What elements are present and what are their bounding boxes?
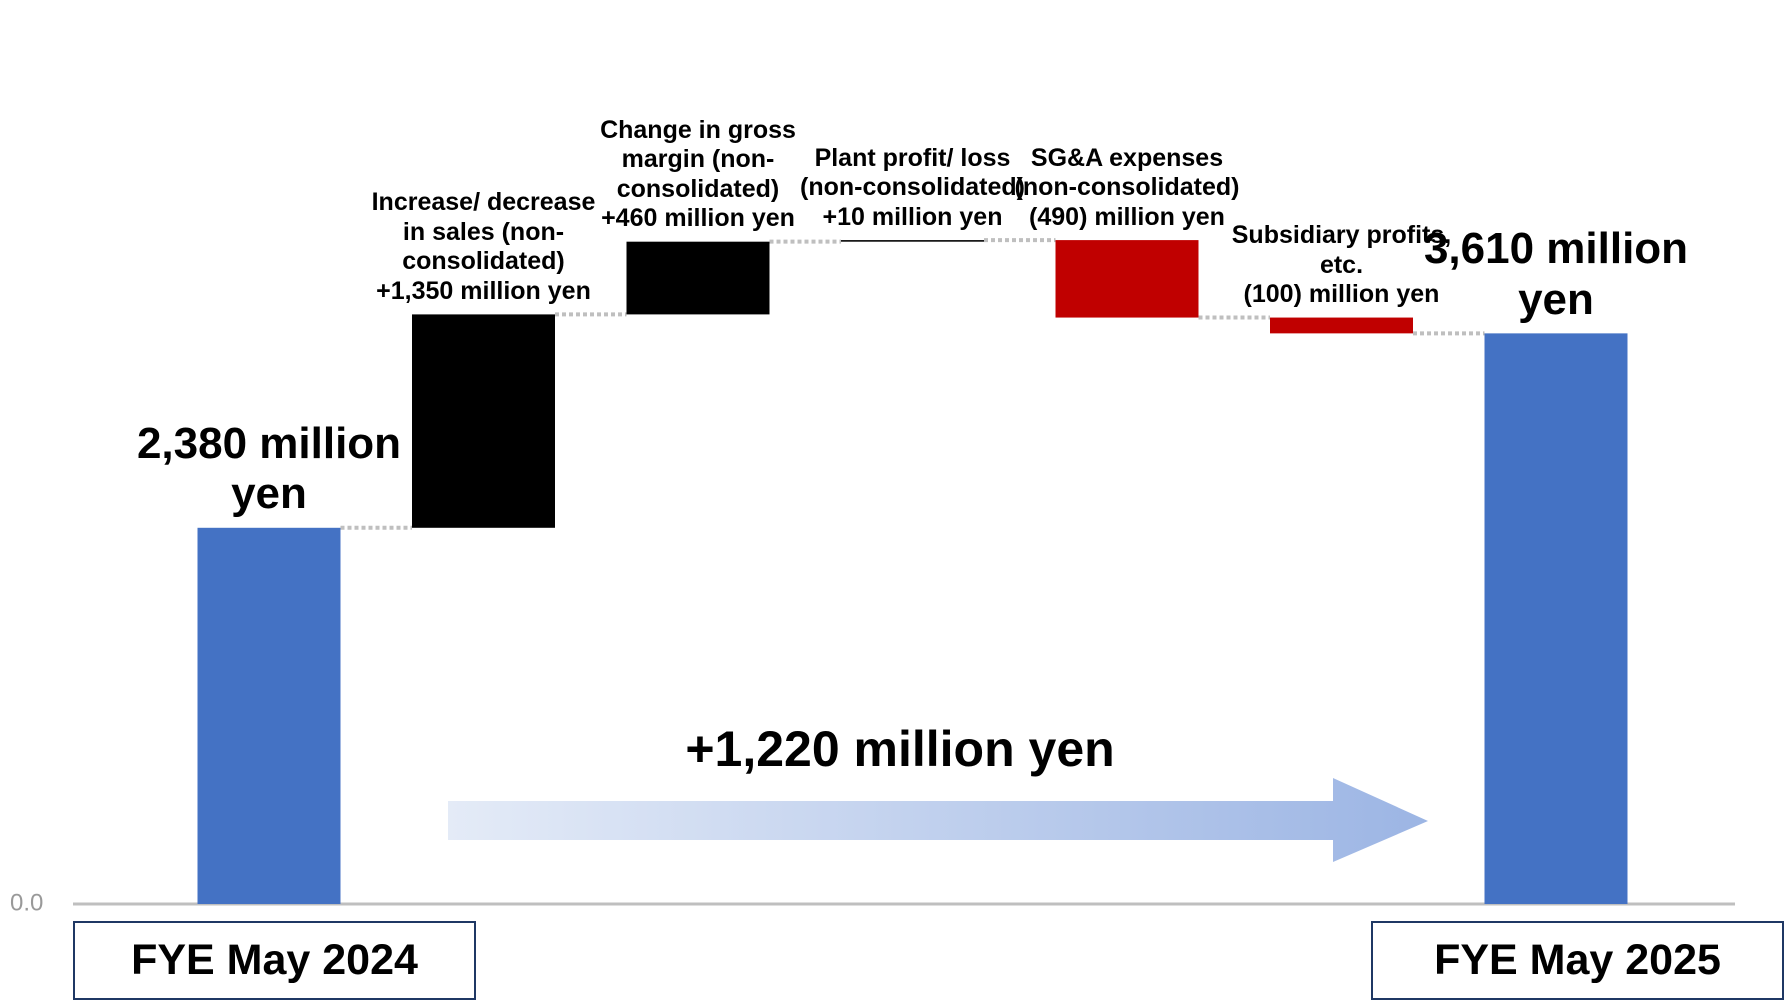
category-label: FYE May 2025 bbox=[1371, 921, 1784, 1000]
bar-label: Subsidiary profits, etc. (100) million ye… bbox=[1222, 221, 1462, 310]
value-label: (100) million yen bbox=[1243, 280, 1440, 309]
bar-label: Plant profit/ loss (non-consolidated) +10… bbox=[793, 144, 1033, 233]
category-label: SG&A expenses (non-consolidated) bbox=[1014, 143, 1240, 202]
value-label: 2,380 million yen bbox=[136, 418, 402, 519]
annotation: +1,220 million yen bbox=[685, 721, 1115, 777]
value-label: (490) million yen bbox=[1029, 202, 1225, 231]
bar bbox=[1270, 317, 1413, 334]
category-label: FYE May 2024 bbox=[73, 921, 476, 1000]
bar bbox=[412, 314, 555, 528]
bar-label: Increase/ decrease in sales (non-consoli… bbox=[364, 188, 604, 306]
y-tick-label: 0.0 bbox=[10, 889, 43, 916]
arrow bbox=[448, 778, 1428, 862]
bar bbox=[1055, 240, 1199, 318]
bar bbox=[841, 240, 984, 242]
value-label: +10 million yen bbox=[822, 202, 1003, 231]
bar bbox=[197, 527, 341, 904]
bar-label: SG&A expenses (non-consolidated) (490) mi… bbox=[1007, 144, 1247, 233]
category-label: Change in gross margin (non-consolidated… bbox=[600, 115, 796, 203]
category-label: Subsidiary profits, etc. bbox=[1231, 221, 1452, 279]
bar bbox=[626, 241, 770, 315]
value-label: +1,350 million yen bbox=[376, 276, 591, 305]
category-label: Increase/ decrease in sales (non-consoli… bbox=[371, 188, 596, 276]
bar bbox=[1484, 333, 1628, 904]
category-label: Plant profit/ loss (non-consolidated) bbox=[800, 143, 1025, 202]
bar-label: Change in gross margin (non-consolidated… bbox=[578, 116, 818, 234]
value-label: 3,610 million yen bbox=[1423, 224, 1689, 324]
value-label: +460 million yen bbox=[601, 204, 795, 233]
